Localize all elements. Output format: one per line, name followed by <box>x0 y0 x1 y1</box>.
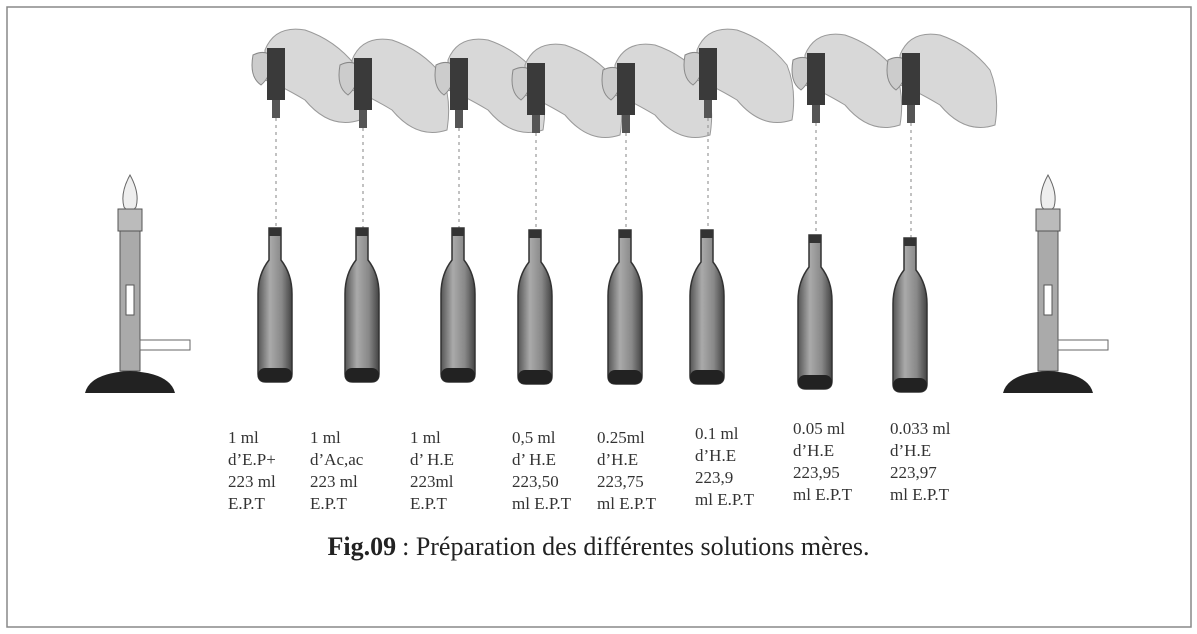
bottle <box>441 228 475 382</box>
label-line: 223 ml <box>228 471 276 493</box>
bottle <box>893 238 927 392</box>
caption: Fig.09: Préparation des différentes solu… <box>0 532 1197 562</box>
bunsen-burner <box>85 175 190 393</box>
bottle <box>798 235 832 389</box>
label-line: E.P.T <box>410 493 454 515</box>
pipette-hand <box>887 34 997 243</box>
label-line: 1 ml <box>228 427 276 449</box>
label-line: E.P.T <box>310 493 363 515</box>
label-line: d’ H.E <box>512 449 571 471</box>
bottle <box>518 230 552 384</box>
label-line: 0.1 ml <box>695 423 754 445</box>
label-line: 0.033 ml <box>890 418 950 440</box>
label-line: ml E.P.T <box>890 484 950 506</box>
label-line: d’H.E <box>890 440 950 462</box>
label-line: 223,97 <box>890 462 950 484</box>
pipette-hand <box>339 39 449 248</box>
label-line: d’H.E <box>695 445 754 467</box>
pipette-hand <box>252 29 362 238</box>
label-line: ml E.P.T <box>793 484 852 506</box>
label-line: d’H.E <box>793 440 852 462</box>
label-line: d’E.P+ <box>228 449 276 471</box>
label-line: 0.25ml <box>597 427 656 449</box>
label-line: d’ H.E <box>410 449 454 471</box>
label-line: 223,75 <box>597 471 656 493</box>
bottle <box>258 228 292 382</box>
label-line: 1 ml <box>310 427 363 449</box>
pipette-hand <box>792 34 902 243</box>
label-line: 0,5 ml <box>512 427 571 449</box>
label-line: ml E.P.T <box>512 493 571 515</box>
label-line: ml E.P.T <box>597 493 656 515</box>
label-line: 223,95 <box>793 462 852 484</box>
label-line: E.P.T <box>228 493 276 515</box>
label-line: 223,9 <box>695 467 754 489</box>
bottle <box>690 230 724 384</box>
label-line: 223,50 <box>512 471 571 493</box>
bottle <box>345 228 379 382</box>
label-line: 223 ml <box>310 471 363 493</box>
label-line: d’H.E <box>597 449 656 471</box>
label-line: 0.05 ml <box>793 418 852 440</box>
label-line: d’Ac,ac <box>310 449 363 471</box>
label-line: 223ml <box>410 471 454 493</box>
caption-text: : Préparation des différentes solutions … <box>402 532 869 561</box>
figure: 1 mld’E.P+223 mlE.P.T1 mld’Ac,ac223 mlE.… <box>0 0 1197 634</box>
label-line: 1 ml <box>410 427 454 449</box>
bunsen-burner <box>1003 175 1108 393</box>
figure-number: Fig.09 <box>327 532 396 561</box>
bottle <box>608 230 642 384</box>
label-line: ml E.P.T <box>695 489 754 511</box>
